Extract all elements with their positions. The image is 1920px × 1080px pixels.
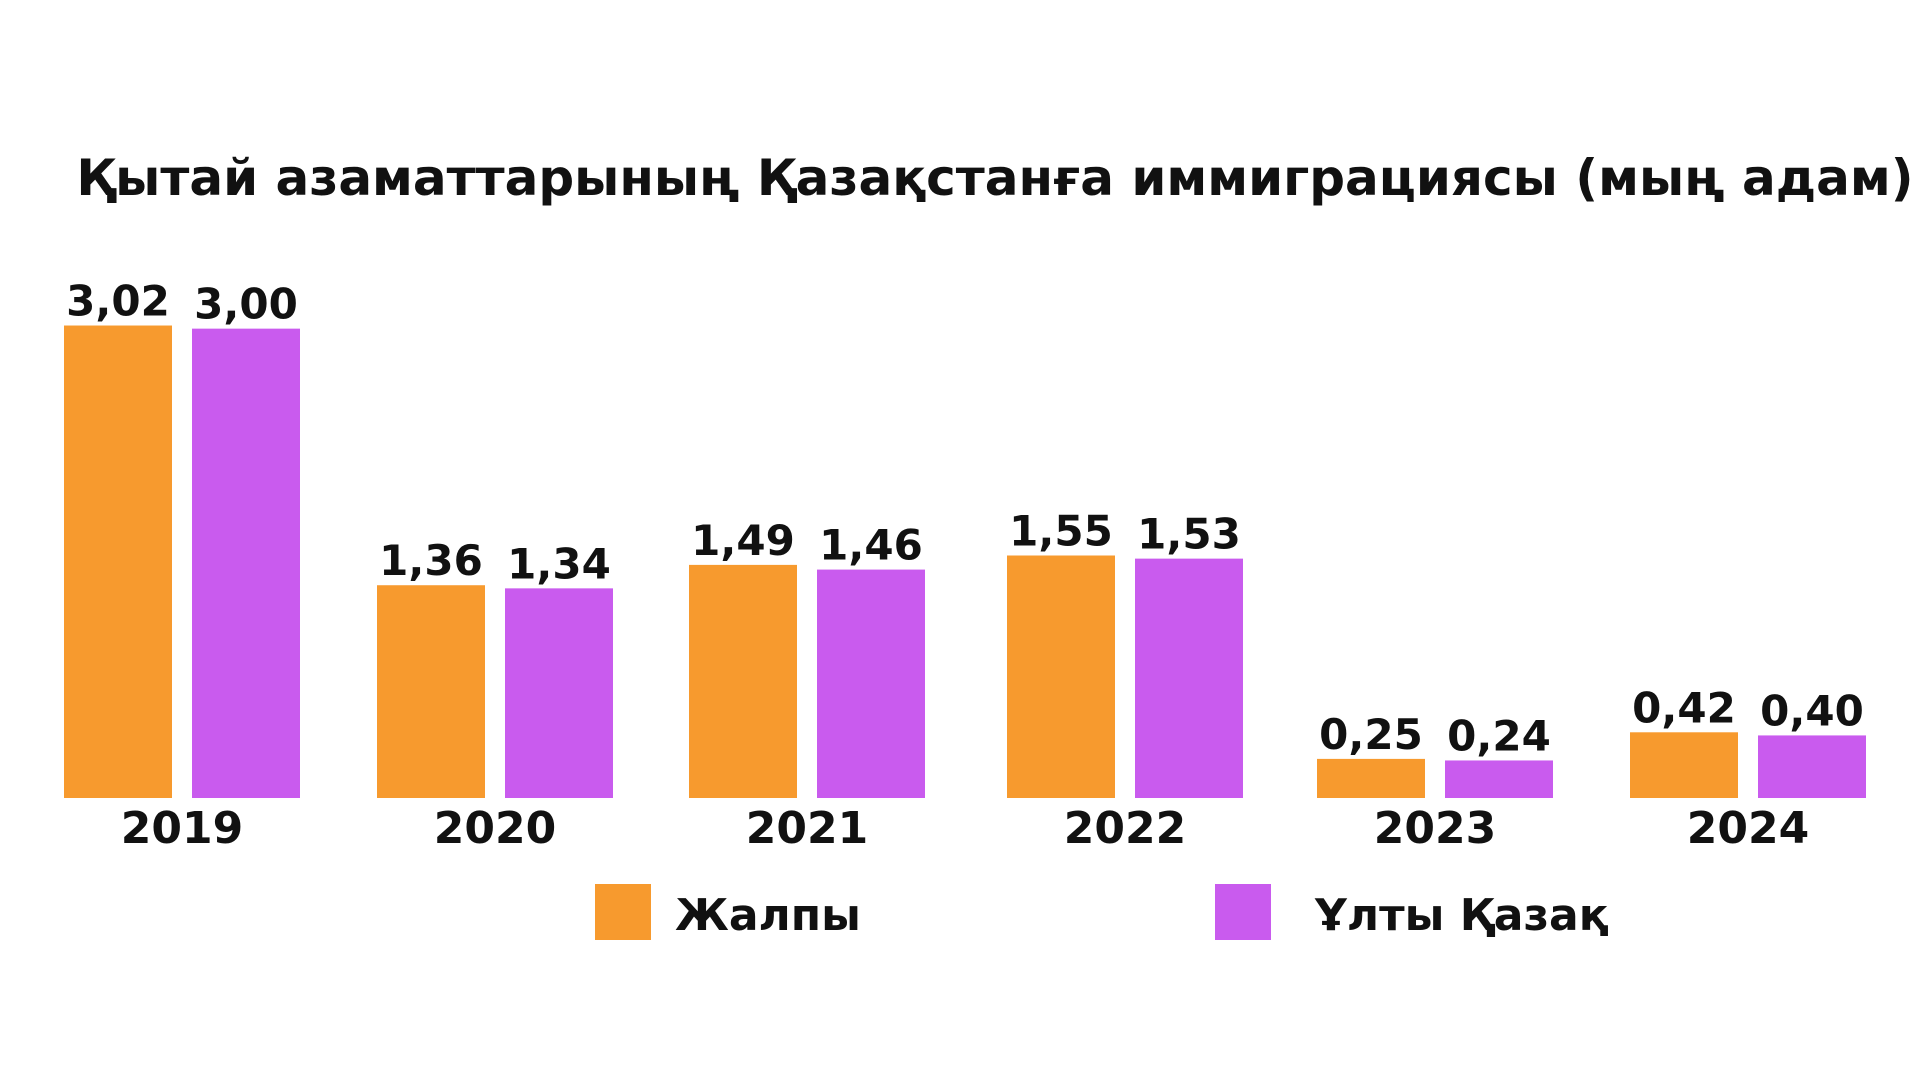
data-label-2019-series-1: 3,00 <box>194 280 298 329</box>
bar-2021-series-0 <box>689 564 797 798</box>
bar-2024-series-0 <box>1630 732 1738 798</box>
bar-2020-series-1 <box>505 588 613 798</box>
x-axis-tick-labels: 2019 2020 2021 2022 2023 2024 <box>121 803 1809 854</box>
x-tick-label-2019: 2019 <box>121 803 243 854</box>
chart-title: Қытай азаматтарының Қазақстанға иммиграц… <box>76 149 1913 207</box>
legend-swatch-series-0 <box>595 884 651 940</box>
x-tick-label-2021: 2021 <box>746 803 868 854</box>
data-label-2021-series-1: 1,46 <box>819 521 923 570</box>
bar-2019-series-0 <box>64 325 172 798</box>
data-label-2019-series-0: 3,02 <box>66 277 170 326</box>
data-label-2022-series-0: 1,55 <box>1009 507 1113 556</box>
bar-2019-series-1 <box>192 328 300 798</box>
data-label-2024-series-0: 0,42 <box>1632 683 1736 732</box>
legend: Жалпы Ұлты Қазақ <box>595 884 1609 941</box>
bar-2022-series-1 <box>1135 558 1243 798</box>
bar-2021-series-1 <box>817 569 925 798</box>
x-tick-label-2024: 2024 <box>1687 803 1809 854</box>
bar-2024-series-1 <box>1758 735 1866 798</box>
data-label-2020-series-1: 1,34 <box>507 539 611 588</box>
x-tick-label-2020: 2020 <box>434 803 556 854</box>
data-label-2022-series-1: 1,53 <box>1137 510 1241 559</box>
data-label-2021-series-0: 1,49 <box>691 516 795 565</box>
legend-label-series-1: Ұлты Қазақ <box>1314 890 1609 941</box>
data-label-2020-series-0: 1,36 <box>379 536 483 585</box>
bar-2020-series-0 <box>377 585 485 798</box>
bar-2023-series-0 <box>1317 758 1425 798</box>
legend-swatch-series-1 <box>1215 884 1271 940</box>
data-label-2024-series-1: 0,40 <box>1760 686 1864 735</box>
x-tick-label-2023: 2023 <box>1374 803 1496 854</box>
value-labels-group: 3,02 3,00 1,36 1,34 1,49 1,46 1,55 1,53 0,25 0,24… <box>66 277 1864 761</box>
bars-group <box>64 325 1866 798</box>
legend-label-series-0: Жалпы <box>675 890 861 941</box>
data-label-2023-series-1: 0,24 <box>1447 711 1551 760</box>
x-tick-label-2022: 2022 <box>1064 803 1186 854</box>
data-label-2023-series-0: 0,25 <box>1319 710 1423 759</box>
bar-2023-series-1 <box>1445 760 1553 798</box>
bar-2022-series-0 <box>1007 555 1115 798</box>
